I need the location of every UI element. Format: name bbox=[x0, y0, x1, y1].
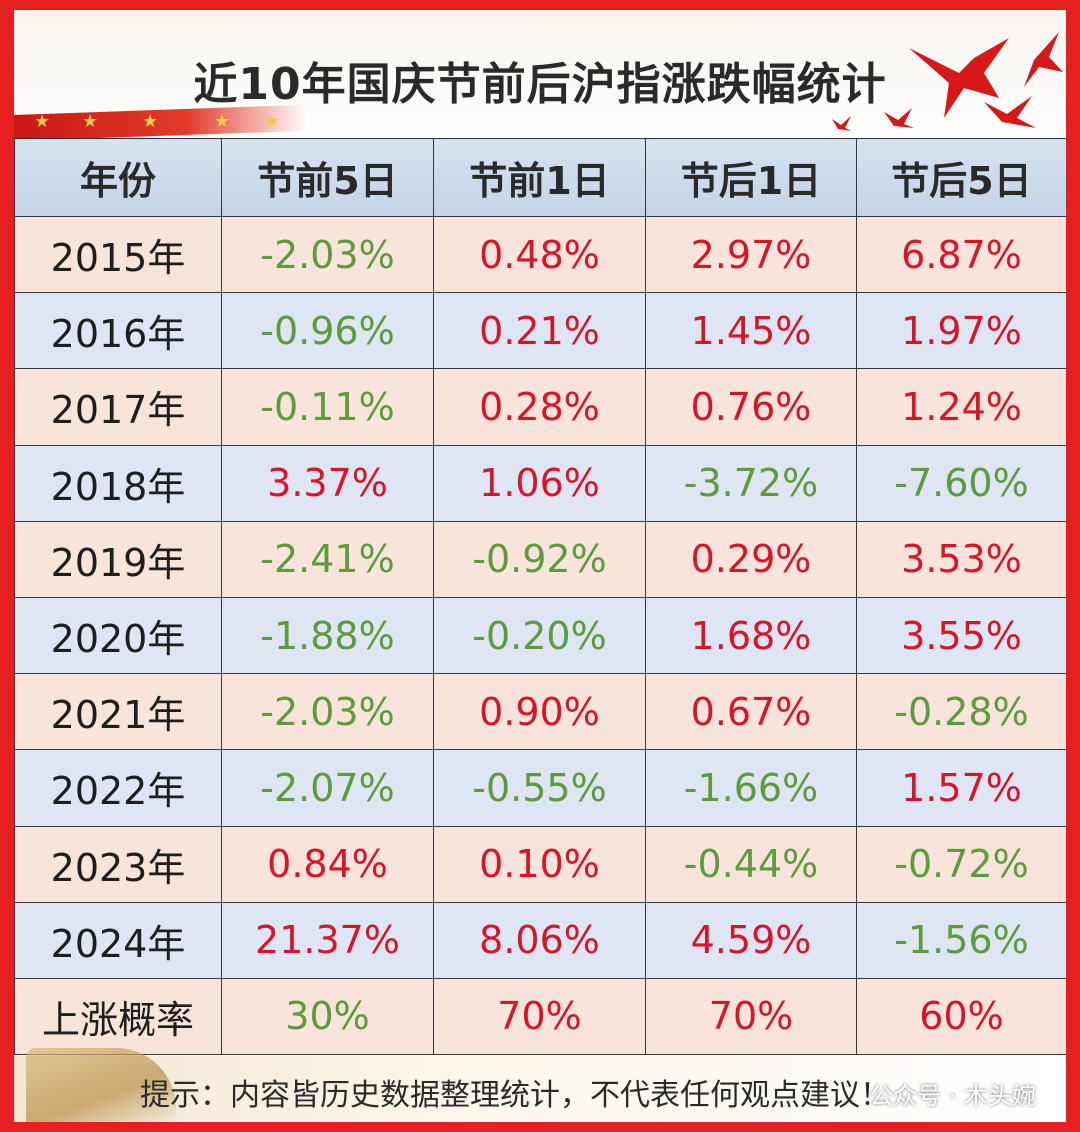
value-cell: 0.67% bbox=[645, 673, 857, 751]
year-cell: 2020年 bbox=[14, 596, 222, 675]
year-cell: 2017年 bbox=[14, 368, 222, 446]
star-icon: ★ bbox=[34, 111, 51, 132]
value-cell: 1.06% bbox=[433, 444, 646, 522]
value-cell: -0.92% bbox=[433, 520, 646, 598]
value-cell: 6.87% bbox=[856, 215, 1066, 294]
value-cell: 0.21% bbox=[433, 292, 646, 370]
page-title: 近10年国庆节前后沪指涨跌幅统计 bbox=[193, 59, 887, 110]
value-cell: 1.57% bbox=[856, 749, 1066, 827]
value-cell: 0.48% bbox=[433, 215, 646, 294]
value-cell: -1.56% bbox=[856, 901, 1066, 979]
star-icon: ★ bbox=[264, 111, 281, 132]
value-cell: -2.41% bbox=[221, 520, 434, 598]
column-header: 节后5日 bbox=[856, 138, 1066, 217]
value-cell: -0.28% bbox=[856, 673, 1066, 751]
value-cell: -0.44% bbox=[645, 825, 857, 903]
value-cell: -2.03% bbox=[221, 673, 434, 751]
value-cell: 0.76% bbox=[645, 368, 857, 446]
year-cell: 2021年 bbox=[14, 673, 222, 751]
table-row: 2018年 3.37% 1.06% -3.72% -7.60% bbox=[14, 444, 1066, 522]
stats-table: 年份 节前5日 节前1日 节后1日 节后5日 2015年 -2.03% 0.48% 2… bbox=[14, 138, 1066, 1056]
red-bird-icon bbox=[1024, 32, 1063, 87]
value-cell: 1.97% bbox=[856, 292, 1066, 370]
summary-value: 70% bbox=[433, 977, 646, 1056]
star-icon: ★ bbox=[142, 111, 159, 132]
year-cell: 2023年 bbox=[14, 825, 222, 903]
disclaimer-note: 提示：内容皆历史数据整理统计，不代表任何观点建议！ bbox=[140, 1078, 890, 1113]
value-cell: 2.97% bbox=[645, 215, 857, 294]
value-cell: -0.96% bbox=[221, 292, 434, 370]
table-row: 2021年 -2.03% 0.90% 0.67% -0.28% bbox=[14, 673, 1066, 751]
column-header: 节后1日 bbox=[645, 138, 857, 217]
value-cell: 0.90% bbox=[433, 673, 646, 751]
value-cell: -0.11% bbox=[221, 368, 434, 446]
summary-row: 上涨概率 30% 70% 70% 60% bbox=[14, 977, 1066, 1056]
red-bird-icon bbox=[884, 108, 914, 128]
value-cell: -2.07% bbox=[221, 749, 434, 827]
value-cell: 0.28% bbox=[433, 368, 646, 446]
value-cell: -0.72% bbox=[856, 825, 1066, 903]
summary-label: 上涨概率 bbox=[14, 977, 222, 1056]
value-cell: -0.20% bbox=[433, 596, 646, 675]
footer-bar bbox=[14, 1056, 1066, 1122]
watermark: 公众号 · 木头婉 bbox=[869, 1082, 1036, 1110]
value-cell: 0.84% bbox=[221, 825, 434, 903]
star-icon: ★ bbox=[214, 111, 231, 132]
red-bird-icon bbox=[832, 116, 852, 131]
table-row: 2015年 -2.03% 0.48% 2.97% 6.87% bbox=[14, 215, 1066, 294]
summary-value: 70% bbox=[645, 977, 857, 1056]
value-cell: 1.45% bbox=[645, 292, 857, 370]
column-header: 节前1日 bbox=[433, 138, 646, 217]
value-cell: 1.68% bbox=[645, 596, 857, 675]
value-cell: -1.66% bbox=[645, 749, 857, 827]
year-cell: 2024年 bbox=[14, 901, 222, 979]
summary-value: 30% bbox=[221, 977, 434, 1056]
table-row: 2024年 21.37% 8.06% 4.59% -1.56% bbox=[14, 901, 1066, 979]
column-header: 年份 bbox=[14, 138, 222, 217]
value-cell: -3.72% bbox=[645, 444, 857, 522]
table-body: 2015年 -2.03% 0.48% 2.97% 6.87% 2016年 -0.96% 0.2… bbox=[14, 215, 1066, 1056]
value-cell: 0.10% bbox=[433, 825, 646, 903]
value-cell: -7.60% bbox=[856, 444, 1066, 522]
summary-value: 60% bbox=[856, 977, 1066, 1056]
value-cell: 3.37% bbox=[221, 444, 434, 522]
table-row: 2017年 -0.11% 0.28% 0.76% 1.24% bbox=[14, 368, 1066, 446]
value-cell: 0.29% bbox=[645, 520, 857, 598]
table-row: 2022年 -2.07% -0.55% -1.66% 1.57% bbox=[14, 749, 1066, 827]
great-wall-icon bbox=[26, 1048, 176, 1122]
year-cell: 2018年 bbox=[14, 444, 222, 522]
table-header-row: 年份 节前5日 节前1日 节后1日 节后5日 bbox=[14, 138, 1066, 217]
year-cell: 2019年 bbox=[14, 520, 222, 598]
value-cell: -1.88% bbox=[221, 596, 434, 675]
value-cell: 3.53% bbox=[856, 520, 1066, 598]
value-cell: -0.55% bbox=[433, 749, 646, 827]
value-cell: 1.24% bbox=[856, 368, 1066, 446]
value-cell: 4.59% bbox=[645, 901, 857, 979]
table-row: 2023年 0.84% 0.10% -0.44% -0.72% bbox=[14, 825, 1066, 903]
table-row: 2016年 -0.96% 0.21% 1.45% 1.97% bbox=[14, 292, 1066, 370]
year-cell: 2016年 bbox=[14, 292, 222, 370]
value-cell: 21.37% bbox=[221, 901, 434, 979]
year-cell: 2022年 bbox=[14, 749, 222, 827]
value-cell: 3.55% bbox=[856, 596, 1066, 675]
value-cell: -2.03% bbox=[221, 215, 434, 294]
table-row: 2020年 -1.88% -0.20% 1.68% 3.55% bbox=[14, 596, 1066, 675]
red-bird-icon bbox=[909, 38, 1009, 118]
table-row: 2019年 -2.41% -0.92% 0.29% 3.53% bbox=[14, 520, 1066, 598]
red-bird-icon bbox=[984, 96, 1036, 128]
column-header: 节前5日 bbox=[221, 138, 434, 217]
poster-frame: ★ ★ ★ ★ ★ 近10年国庆节前后沪指涨跌幅统计 年份 节前5日 节前1日 … bbox=[14, 10, 1066, 1122]
star-icon: ★ bbox=[82, 111, 99, 132]
year-cell: 2015年 bbox=[14, 215, 222, 294]
value-cell: 8.06% bbox=[433, 901, 646, 979]
